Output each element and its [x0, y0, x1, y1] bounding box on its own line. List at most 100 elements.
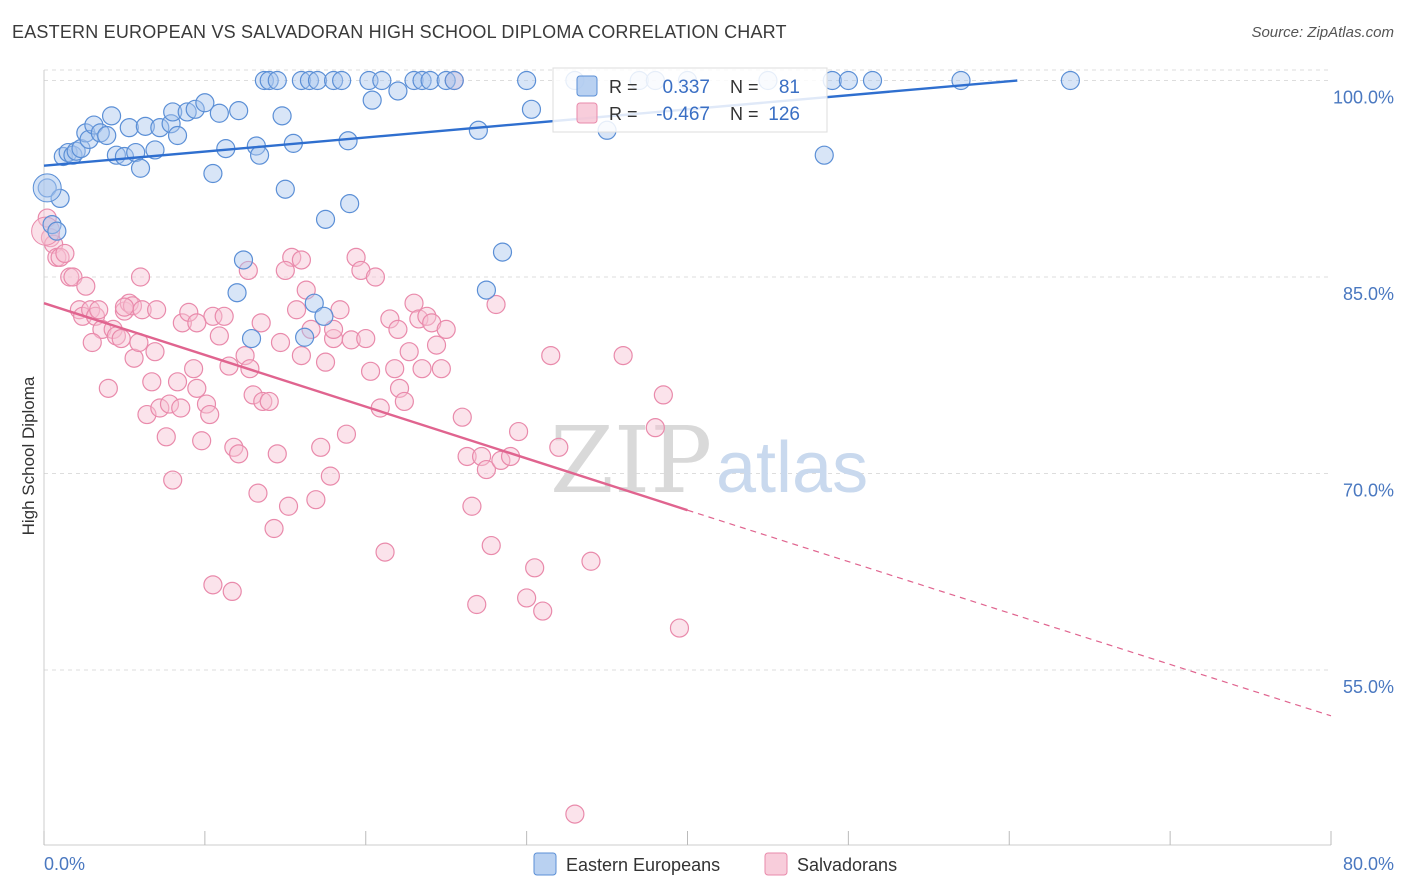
salvadorans-point-103 — [541, 346, 561, 366]
salvadorans-point-33 — [172, 313, 192, 333]
eastern-europeans-point-50 — [315, 209, 336, 229]
salvadorans-point-125 — [388, 319, 408, 339]
salvadorans-point-107 — [613, 346, 633, 366]
salvadorans-points — [31, 70, 690, 824]
salvadorans-point-79 — [399, 342, 419, 362]
eastern-europeans-point-80 — [1060, 70, 1080, 91]
salvadorans-point-15 — [98, 378, 118, 398]
eastern-europeans-point-19 — [130, 158, 151, 178]
eastern-europeans-point-17 — [119, 118, 139, 138]
salvadorans-point-111 — [222, 581, 242, 602]
y-tick-label-85: 85.0% — [1343, 284, 1394, 304]
salvadorans-point-22 — [124, 348, 144, 368]
salvadorans-point-112 — [203, 575, 223, 595]
salvadorans-point-21 — [122, 296, 143, 316]
y-axis-tick-labels: 100.0% 85.0% 70.0% 55.0% — [1333, 88, 1394, 698]
eastern-europeans-point-63 — [444, 70, 464, 91]
salvadorans-point-56 — [286, 300, 307, 320]
eastern-europeans-point-13 — [97, 125, 117, 146]
salvadorans-point-70 — [356, 328, 376, 349]
eastern-europeans-point-61 — [420, 70, 440, 91]
eastern-europeans-point-35 — [227, 283, 247, 303]
eastern-europeans-point-11 — [84, 115, 104, 135]
eastern-europeans-point-46 — [307, 70, 328, 91]
salvadorans-point-51 — [259, 391, 279, 412]
salvadorans-point-118 — [130, 267, 151, 287]
salvadorans-point-27 — [145, 342, 165, 362]
eastern-europeans-point-45 — [299, 70, 320, 91]
eastern-europeans-point-67 — [517, 70, 537, 91]
salvadorans-point-92 — [467, 594, 487, 615]
eastern-europeans-point-40 — [267, 70, 287, 91]
eastern-europeans-point-2 — [47, 221, 67, 241]
eastern-europeans-point-66 — [492, 242, 513, 262]
eastern-europeans-point-60 — [412, 70, 432, 91]
salvadorans-trend-line-extension — [687, 509, 1332, 717]
eastern-europeans-point-48 — [304, 293, 324, 313]
stats-n-label-blue: N = — [730, 77, 759, 97]
salvadorans-point-99 — [508, 421, 529, 442]
salvadorans-point-95 — [481, 535, 501, 556]
eastern-europeans-point-41 — [272, 106, 292, 126]
salvadorans-point-106 — [581, 551, 601, 571]
eastern-europeans-point-52 — [332, 70, 352, 91]
eastern-europeans-point-59 — [404, 70, 424, 91]
salvadorans-point-42 — [214, 306, 234, 326]
eastern-europeans-point-42 — [275, 179, 295, 199]
y-tick-label-55: 55.0% — [1343, 677, 1394, 697]
stats-swatch-pink — [576, 102, 598, 124]
salvadorans-point-105 — [565, 804, 585, 824]
eastern-europeans-point-25 — [167, 125, 188, 146]
eastern-europeans-point-58 — [388, 81, 408, 101]
eastern-europeans-point-47 — [295, 327, 315, 347]
salvadorans-point-90 — [457, 446, 477, 467]
salvadorans-point-94 — [476, 459, 497, 480]
stats-box: R = 0.337 N = 81 R = -0.467 N = 126 — [552, 67, 828, 133]
legend-swatch-salvadorans — [764, 852, 788, 876]
salvadorans-point-28 — [150, 398, 170, 418]
stats-r-label-pink: R = — [609, 104, 638, 124]
eastern-europeans-point-49 — [314, 306, 334, 326]
salvadorans-point-115 — [275, 260, 295, 281]
salvadorans-point-57 — [291, 346, 311, 366]
salvadorans-point-48 — [243, 385, 263, 405]
x-tick-label-max: 80.0% — [1343, 854, 1394, 874]
salvadorans-point-34 — [179, 302, 199, 322]
salvadorans-point-61 — [311, 437, 331, 457]
watermark-zip: ZIP — [550, 407, 712, 514]
source-label: Source: ZipAtlas.com — [1251, 24, 1394, 41]
legend: Eastern Europeans Salvadorans — [533, 852, 897, 876]
eastern-europeans-point-22 — [150, 118, 170, 138]
eastern-europeans-point-68 — [521, 99, 542, 119]
y-tick-label-70: 70.0% — [1343, 481, 1394, 501]
salvadorans-point-18 — [111, 328, 131, 349]
salvadorans-point-116 — [291, 250, 311, 270]
salvadorans-point-5 — [55, 243, 75, 264]
salvadorans-point-102 — [533, 601, 553, 621]
stats-n-value-pink: 126 — [768, 104, 800, 125]
salvadorans-point-91 — [462, 496, 482, 516]
salvadorans-point-80 — [404, 293, 424, 313]
legend-label-salvadorans: Salvadorans — [797, 855, 897, 875]
salvadorans-point-37 — [192, 431, 212, 451]
eastern-europeans-point-24 — [163, 102, 183, 122]
salvadorans-point-101 — [525, 558, 545, 578]
eastern-europeans-trend-line — [43, 79, 1018, 167]
stats-r-value-pink: -0.467 — [656, 104, 710, 125]
salvadorans-point-59 — [301, 319, 321, 339]
salvadorans-point-50 — [253, 391, 273, 412]
salvadorans-point-86 — [431, 359, 451, 379]
salvadorans-point-66 — [336, 424, 357, 444]
salvadorans-point-75 — [380, 309, 400, 329]
salvadorans-point-32 — [167, 372, 188, 392]
eastern-europeans-point-39 — [259, 70, 279, 91]
salvadorans-point-117 — [171, 398, 191, 418]
salvadorans-point-85 — [426, 335, 447, 355]
salvadorans-point-30 — [159, 394, 180, 414]
stats-box-frame — [552, 67, 828, 133]
eastern-europeans-point-30 — [209, 103, 229, 123]
stats-r-label-blue: R = — [609, 77, 638, 97]
salvadorans-point-71 — [360, 361, 381, 381]
salvadorans-point-13 — [89, 300, 109, 320]
salvadorans-trend-line — [43, 302, 688, 512]
